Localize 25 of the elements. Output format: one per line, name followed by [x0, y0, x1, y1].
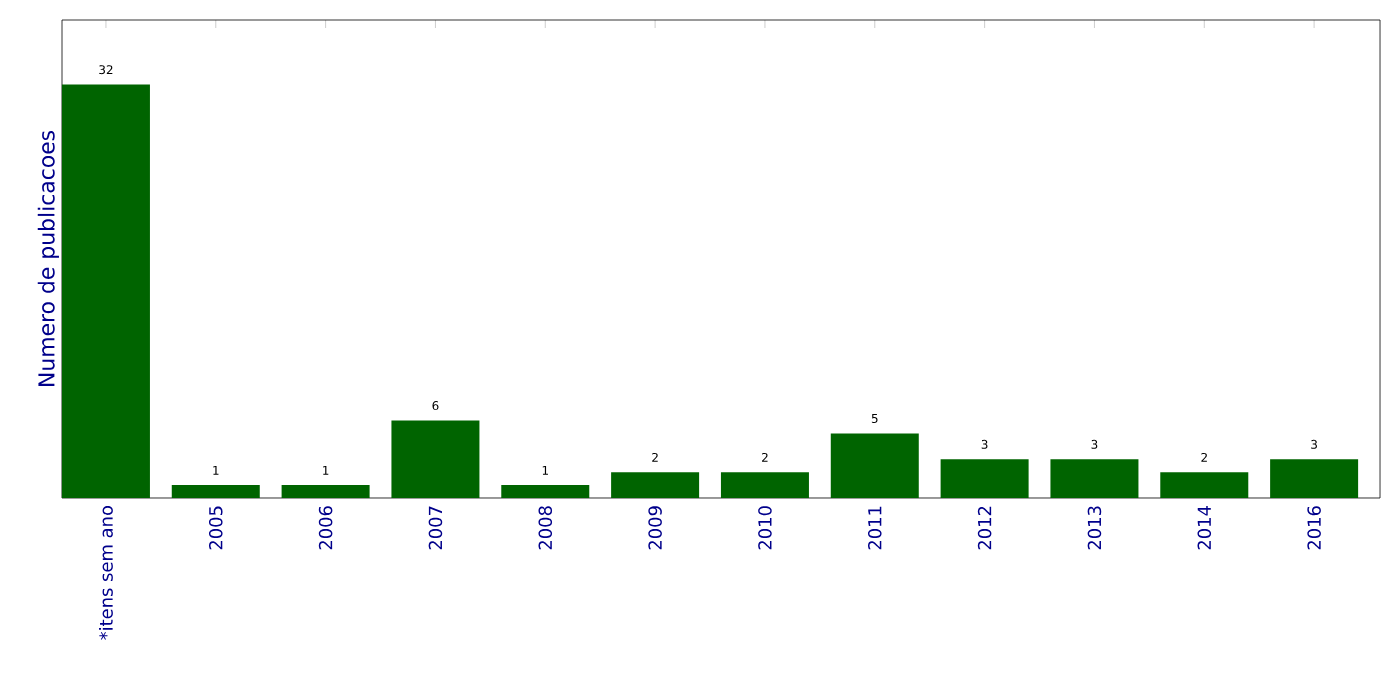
x-tick-label: 2007 [428, 506, 443, 550]
bar [61, 84, 150, 498]
bar [1160, 472, 1249, 498]
x-tick-label: 2010 [758, 506, 772, 550]
bar [940, 459, 1029, 498]
bar [171, 485, 260, 498]
x-tick-label: 2011 [867, 506, 882, 550]
bar [830, 433, 919, 498]
x-tick-label: 2006 [318, 506, 333, 550]
x-tick-label: 2012 [977, 506, 992, 550]
bar [720, 472, 809, 498]
x-tick-label: 2014 [1197, 506, 1212, 550]
bar [1270, 459, 1359, 498]
bar [611, 472, 700, 498]
x-tick-label: 2009 [648, 506, 662, 550]
bar [281, 485, 370, 498]
x-tick-label: 2005 [208, 506, 223, 550]
bar [391, 420, 480, 498]
bar [501, 485, 590, 498]
x-tick-label: *itens sem ano [98, 506, 113, 640]
x-tick-label: 2013 [1087, 506, 1102, 550]
y-axis-title: Numero de publicacoes [37, 130, 59, 386]
bar [1050, 459, 1139, 498]
x-tick-label: 2008 [538, 506, 553, 550]
x-tick-label: 2016 [1307, 506, 1321, 550]
